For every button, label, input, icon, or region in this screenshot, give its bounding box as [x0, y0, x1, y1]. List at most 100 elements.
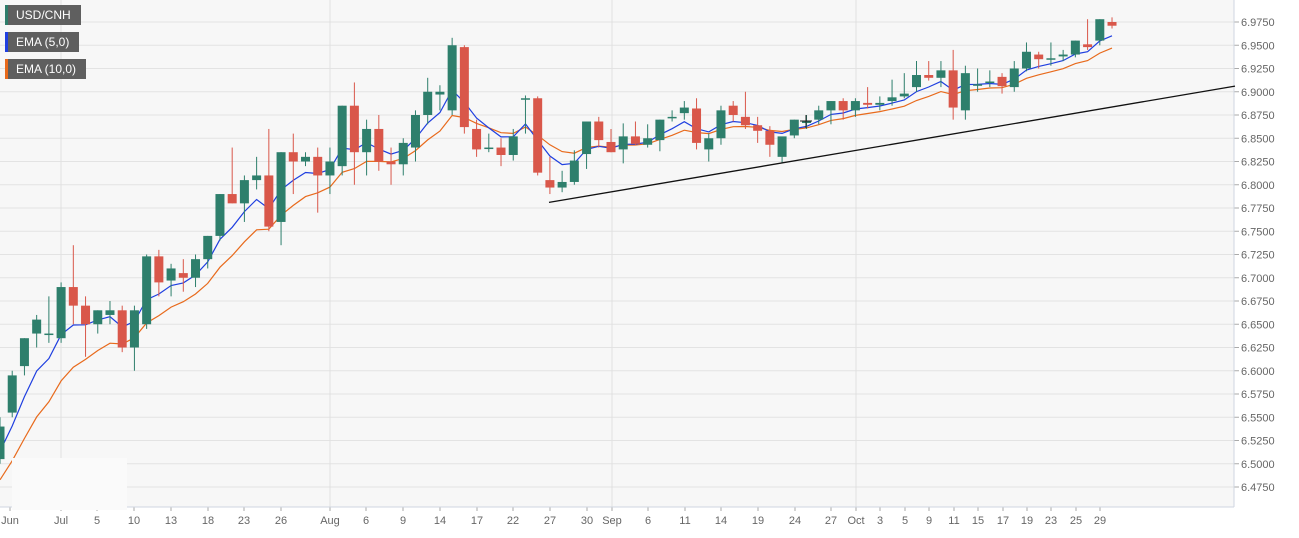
candle-down[interactable] [374, 128, 384, 162]
candle-down[interactable] [1107, 22, 1117, 26]
candle-down[interactable] [227, 194, 237, 204]
candle-up[interactable] [887, 97, 897, 102]
trendline[interactable] [548, 85, 1236, 204]
candle-down[interactable] [838, 101, 848, 111]
candle-down[interactable] [1034, 54, 1044, 60]
candle-up[interactable] [435, 91, 445, 95]
candle-up[interactable] [410, 115, 420, 148]
candle-down[interactable] [264, 175, 274, 227]
candle-up[interactable] [814, 110, 824, 120]
candle-down[interactable] [728, 105, 738, 115]
candle-up[interactable] [899, 93, 909, 97]
legend-item-usdcnh[interactable]: USD/CNH [5, 5, 81, 25]
candle-up[interactable] [582, 121, 592, 155]
candle-up[interactable] [398, 142, 408, 165]
candle-up[interactable] [203, 235, 213, 260]
candle-down[interactable] [178, 273, 188, 278]
candle-up[interactable] [789, 119, 799, 136]
candle-up[interactable] [129, 310, 139, 348]
candle-down[interactable] [313, 156, 323, 176]
candle-up[interactable] [301, 156, 310, 162]
candle-up[interactable] [973, 84, 983, 86]
candle-down[interactable] [765, 130, 775, 145]
candle-up[interactable] [802, 121, 812, 124]
candle-down[interactable] [154, 256, 164, 283]
candle-up[interactable] [423, 91, 433, 115]
candle-down[interactable] [386, 161, 396, 165]
candle-up[interactable] [191, 259, 201, 278]
candle-up[interactable] [276, 152, 286, 222]
candle-up[interactable] [19, 338, 29, 367]
candle-down[interactable] [349, 105, 359, 153]
candle-up[interactable] [912, 75, 921, 88]
candle-up[interactable] [1070, 40, 1080, 55]
candle-down[interactable] [948, 70, 958, 108]
candle-down[interactable] [630, 136, 640, 144]
candle-down[interactable] [594, 121, 604, 141]
candle-down[interactable] [692, 108, 702, 143]
candle-up[interactable] [850, 101, 860, 111]
candle-up[interactable] [618, 136, 628, 150]
candle-down[interactable] [753, 125, 763, 131]
candle-down[interactable] [459, 47, 469, 128]
candle-down[interactable] [288, 152, 298, 162]
candle-up[interactable] [447, 45, 457, 111]
candle-up[interactable] [0, 426, 5, 460]
candle-up[interactable] [716, 110, 726, 139]
candle-down[interactable] [997, 76, 1007, 87]
x-tick-label: 27 [825, 515, 837, 527]
candle-up[interactable] [1058, 54, 1068, 57]
candle-up[interactable] [142, 256, 152, 325]
candle-up[interactable] [239, 180, 249, 204]
legend-item-ema5[interactable]: EMA (5,0) [5, 32, 80, 52]
candle-up[interactable] [936, 70, 946, 78]
candle-up[interactable] [985, 81, 995, 84]
candle-up[interactable] [704, 138, 714, 150]
candle-up[interactable] [1009, 68, 1019, 88]
candle-up[interactable] [105, 310, 115, 315]
candle-down[interactable] [472, 128, 482, 150]
candle-up[interactable] [1021, 51, 1031, 69]
candle-up[interactable] [93, 310, 103, 325]
candle-up[interactable] [215, 194, 225, 236]
legend-item-ema10[interactable]: EMA (10,0) [5, 59, 87, 79]
candle-up[interactable] [508, 136, 518, 155]
y-tick-label: 6.7000 [1241, 273, 1275, 285]
candle-up[interactable] [7, 375, 17, 413]
candle-up[interactable] [569, 160, 579, 182]
candle-up[interactable] [826, 101, 836, 111]
candle-up[interactable] [777, 136, 787, 157]
candle-up[interactable] [655, 119, 665, 141]
candle-up[interactable] [1046, 58, 1056, 60]
candle-down[interactable] [924, 75, 934, 78]
candle-up[interactable] [875, 102, 885, 105]
candle-up[interactable] [679, 107, 689, 114]
candle-down[interactable] [606, 141, 616, 153]
candle-up[interactable] [643, 138, 653, 145]
candle-up[interactable] [557, 181, 567, 188]
candle-up[interactable] [1095, 19, 1105, 41]
candle-down[interactable] [740, 116, 750, 126]
candle-down[interactable] [117, 310, 127, 348]
candle-up[interactable] [337, 105, 347, 167]
candle-up[interactable] [362, 128, 372, 153]
candle-up[interactable] [166, 268, 176, 281]
candle-up[interactable] [56, 287, 66, 339]
candle-down[interactable] [863, 102, 873, 105]
candle-down[interactable] [533, 98, 543, 173]
candle-up[interactable] [484, 147, 494, 150]
candle-down[interactable] [81, 305, 91, 325]
candle-up[interactable] [32, 319, 42, 334]
candle-up[interactable] [520, 98, 530, 100]
candle-down[interactable] [545, 180, 555, 188]
candle-down[interactable] [68, 287, 78, 306]
candle-down[interactable] [1083, 44, 1093, 48]
candle-up[interactable] [44, 333, 54, 336]
candle-up[interactable] [960, 73, 970, 111]
candle-up[interactable] [252, 175, 262, 181]
candle-up[interactable] [325, 161, 335, 176]
candle-down[interactable] [496, 147, 506, 155]
candle-up[interactable] [667, 116, 677, 119]
